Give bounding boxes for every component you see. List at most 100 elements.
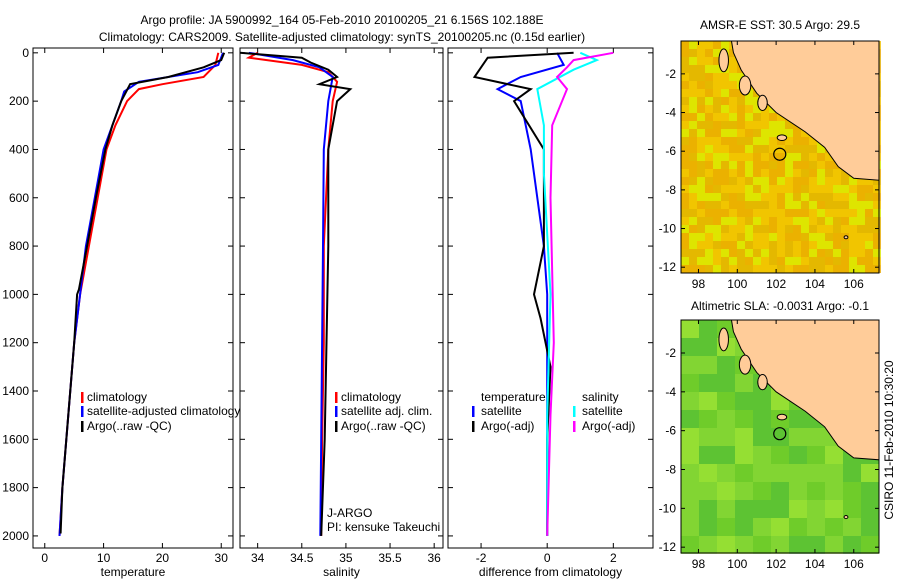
map-cell [689,201,697,209]
map-cell [761,217,769,225]
map-cell [825,217,833,225]
map-cell [713,241,721,249]
map-cell [807,482,825,500]
map-cell [713,225,721,233]
map-cell [713,65,721,73]
map-cell [729,73,737,81]
map-cell [745,241,753,249]
map-cell [843,536,861,554]
map-lon-label: 102 [766,277,786,291]
map-cell [793,185,801,193]
map-cell [681,410,699,428]
map-cell [817,169,825,177]
map-cell [681,233,689,241]
map-cell [769,113,777,121]
map-cell [817,161,825,169]
map-cell [769,265,777,273]
map-cell [729,105,737,113]
map-cell [857,217,865,225]
map-cell [769,241,777,249]
map-cell [689,137,697,145]
map-cell [849,249,857,257]
map-cell [745,169,753,177]
map-cell [689,41,697,49]
map-cell [843,500,861,518]
map-cell [807,500,825,518]
map-cell [801,153,809,161]
map-cell [697,89,705,97]
map-cell [713,121,721,129]
legend-label: Argo(..raw -QC) [341,419,426,433]
map-cell [849,225,857,233]
map-cell [857,193,865,201]
map-cell [777,241,785,249]
map-cell [689,89,697,97]
map-cell [817,233,825,241]
map-cell [849,257,857,265]
map-cell [825,177,833,185]
map-cell [785,201,793,209]
map-cell [761,169,769,177]
map-cell [753,185,761,193]
map-cell [689,145,697,153]
map-cell [769,233,777,241]
map-cell [705,129,713,137]
map-cell [817,153,825,161]
map-cell [785,233,793,241]
map-cell [735,536,753,554]
map-cell [753,217,761,225]
map-cell [721,121,729,129]
map-cell [745,201,753,209]
map-cell [713,137,721,145]
profile-panel-2: 34 34.5 35 35.5 36 salinity climatologysatelli… [239,47,444,579]
map-cell [809,185,817,193]
map-cell [809,257,817,265]
map-cell [689,49,697,57]
map-cell [697,185,705,193]
map-cell [721,265,729,273]
map-cell [793,193,801,201]
map-cell [689,193,697,201]
map-cell [705,145,713,153]
map-cell [737,105,745,113]
map-cell [721,201,729,209]
map-cell [713,145,721,153]
map-cell [697,249,705,257]
map-cell [761,241,769,249]
map-cell [785,257,793,265]
map-cell [841,241,849,249]
map-cell [729,201,737,209]
map-cell [865,249,873,257]
map-cell [771,482,789,500]
y-tick-label: 400 [9,142,29,156]
map-cell [697,65,705,73]
legend-label: climatology [341,390,401,404]
map-cell [697,81,705,89]
map-cell [681,536,699,554]
map-cell [825,249,833,257]
map-cell [737,241,745,249]
map-cell [801,209,809,217]
map-cell [769,169,777,177]
map-cell [713,193,721,201]
map-cell [681,145,689,153]
legend-swatch [335,406,338,417]
map-cell [737,249,745,257]
map-cell [717,374,735,392]
map-cell [785,145,793,153]
map-cell [735,518,753,536]
map-cell [777,209,785,217]
map-lat-label: -8 [665,183,676,197]
map-cell [729,97,737,105]
map-cell [825,185,833,193]
map-cell [721,241,729,249]
map-cell [735,410,753,428]
map-cell [849,177,857,185]
map-cell [769,193,777,201]
map-cell [865,233,873,241]
map-cell [737,73,745,81]
map-cell [769,249,777,257]
map-cell [825,482,843,500]
map-cell [689,257,697,265]
map-cell [681,265,689,273]
